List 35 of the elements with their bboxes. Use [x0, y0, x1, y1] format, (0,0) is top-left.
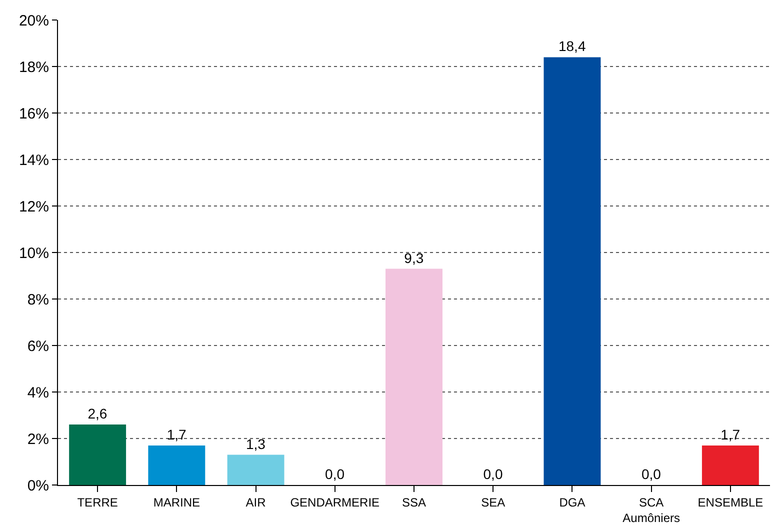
x-tick-label: SCA Aumôniers [622, 495, 680, 525]
x-tick-label: AIR [246, 495, 266, 510]
y-tick-label: 6% [27, 338, 49, 355]
x-tick-label: GENDARMERIE [290, 495, 380, 510]
bar [69, 424, 126, 485]
data-label: 2,6 [88, 406, 108, 422]
data-label: 18,4 [558, 38, 586, 54]
y-tick-label: 12% [18, 198, 49, 216]
bar [702, 445, 759, 485]
data-label: 1,7 [166, 426, 187, 442]
y-tick-label: 20% [18, 12, 49, 30]
x-tick-label: SSA [402, 495, 426, 510]
y-tick-label: 18% [18, 58, 49, 76]
y-tick-label: 4% [27, 384, 49, 402]
bar [544, 57, 601, 485]
data-label: 0,0 [641, 466, 662, 482]
data-label: 1,7 [720, 426, 740, 442]
y-tick-label: 8% [27, 291, 49, 308]
bar [386, 268, 442, 485]
x-tick-label: TERRE [77, 495, 118, 510]
x-tick-label: SEA [481, 495, 506, 510]
y-tick-label: 16% [18, 105, 49, 122]
x-tick-label: ENSEMBLE [698, 495, 764, 510]
bar [148, 445, 206, 485]
y-tick-label: 0% [27, 477, 49, 494]
x-tick-label: MARINE [153, 495, 200, 510]
y-tick-label: 2% [27, 430, 49, 448]
data-label: 9,3 [404, 250, 424, 266]
data-label: 0,0 [483, 466, 503, 482]
bar [227, 454, 284, 485]
y-tick-label: 10% [18, 244, 49, 262]
y-tick-label: 14% [18, 152, 49, 169]
x-tick-label: DGA [559, 495, 586, 510]
data-label: 1,3 [246, 436, 266, 452]
data-label: 0,0 [325, 466, 345, 482]
